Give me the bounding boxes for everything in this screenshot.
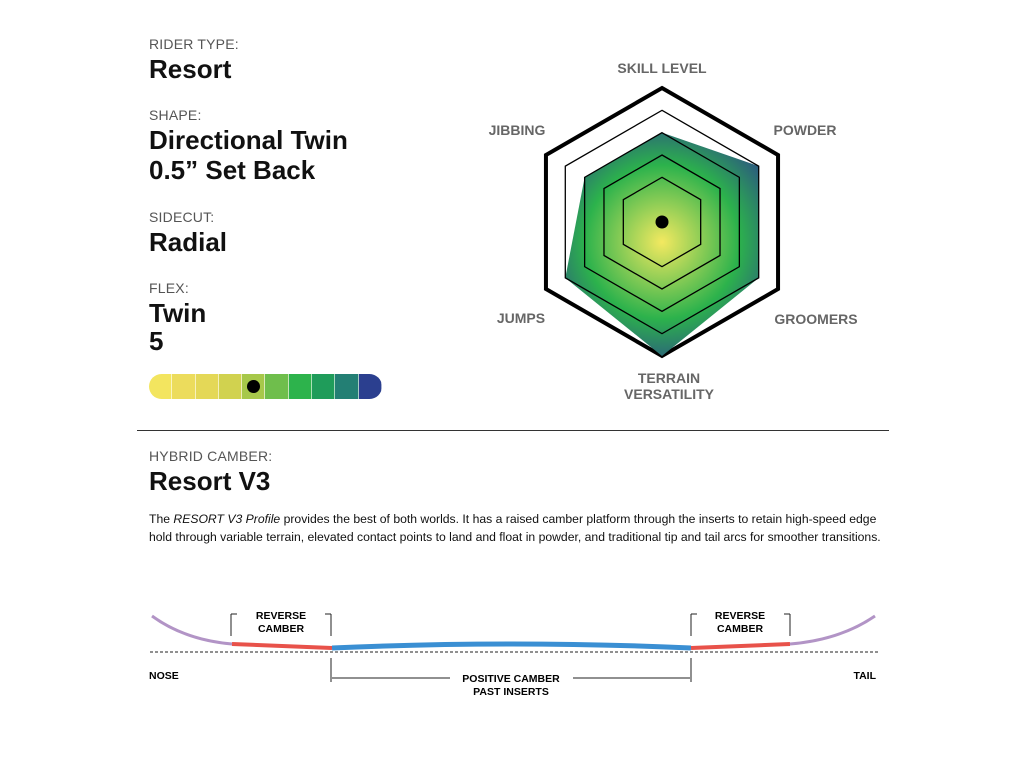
nose-tip [151, 614, 233, 646]
flex-segment [149, 374, 173, 399]
rider-type-label: RIDER TYPE: [149, 36, 239, 52]
desc-text: provides the best of both worlds. It has… [149, 512, 881, 544]
flex-level-marker [247, 380, 261, 393]
shape-value-line1: Directional Twin [149, 125, 348, 155]
radar-axis-label: TERRAIN [637, 370, 701, 386]
radar-center-dot [655, 215, 669, 229]
positive-camber-label-2: PAST INSERTS [473, 686, 549, 698]
tail-label: TAIL [853, 670, 876, 682]
positive-camber-segment [331, 641, 692, 651]
nose-label: NOSE [149, 670, 179, 682]
section-divider [137, 430, 889, 431]
radar-data-area [565, 132, 759, 356]
radar-axis-label: GROOMERS [774, 311, 858, 327]
reverse-camber-left-label-1: REVERSE [256, 610, 306, 622]
flex-label: FLEX: [149, 280, 189, 296]
flex-segment [195, 374, 219, 399]
rider-type-value: Resort [149, 54, 232, 84]
flex-segment [265, 374, 289, 399]
radar-axis-label: JUMPS [496, 310, 546, 326]
radar-axis-label: POWDER [773, 122, 837, 138]
desc-profile-name: RESORT V3 Profile [173, 512, 281, 526]
reverse-camber-left-label-2: CAMBER [258, 623, 304, 635]
radar-axis-label: VERSATILITY [624, 386, 714, 402]
camber-profile-diagram: REVERSE CAMBER REVERSE CAMBER POSITIVE C… [149, 610, 880, 698]
positive-camber-label-1: POSITIVE CAMBER [462, 673, 560, 685]
sidecut-label: SIDECUT: [149, 209, 215, 225]
tail-tip [789, 614, 876, 646]
sidecut-value: Radial [149, 227, 228, 257]
reverse-camber-right-segment [690, 642, 791, 650]
shape-label: SHAPE: [149, 107, 202, 123]
desc-prefix: The [149, 512, 174, 526]
radar-ring [583, 131, 741, 313]
radar-ring [564, 109, 760, 335]
camber-name: Resort V3 [149, 466, 271, 496]
flex-segment [358, 374, 382, 399]
radar-axis-label: JIBBING [488, 122, 546, 138]
flex-value-line2: 5 [149, 326, 164, 356]
flex-value-line1: Twin [149, 298, 207, 328]
shape-value-line2: 0.5” Set Back [149, 155, 316, 185]
radar-ring [622, 176, 702, 268]
radar-ring [603, 154, 721, 290]
reverse-camber-right-label-2: CAMBER [717, 623, 763, 635]
flex-scale-bar [149, 374, 382, 399]
camber-label: HYBRID CAMBER: [149, 448, 273, 464]
flex-segment [172, 374, 196, 399]
flex-segment [312, 374, 336, 399]
camber-description: The RESORT V3 Profile provides the best … [149, 510, 889, 546]
riding-radar-chart [543, 85, 781, 359]
radar-axis-label: SKILL LEVEL [617, 60, 707, 76]
flex-segment [335, 374, 359, 399]
reverse-camber-right-label-1: REVERSE [715, 610, 765, 622]
flex-segment [218, 374, 243, 399]
reverse-camber-left-segment [231, 642, 333, 650]
flex-segment [288, 374, 313, 399]
